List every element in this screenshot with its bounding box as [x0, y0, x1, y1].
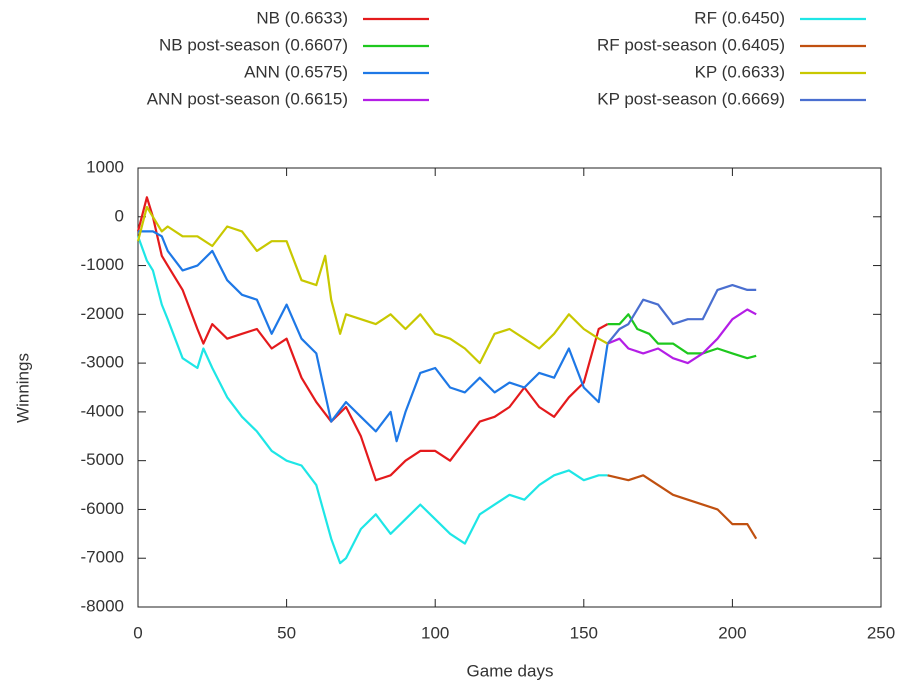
legend-label: RF post-season (0.6405)	[597, 35, 785, 54]
legend-label: NB post-season (0.6607)	[159, 35, 348, 54]
legend-label: RF (0.6450)	[694, 8, 785, 27]
y-axis-label: Winnings	[13, 353, 32, 423]
legend-label: KP post-season (0.6669)	[597, 89, 785, 108]
series-line	[606, 284, 757, 345]
x-tick-label: 100	[421, 623, 449, 642]
series-line	[607, 308, 757, 365]
legend-label: NB (0.6633)	[256, 8, 348, 27]
y-tick-label: -7000	[81, 548, 124, 567]
series-line	[136, 205, 609, 365]
x-axis-label: Game days	[467, 661, 554, 680]
y-tick-label: -3000	[81, 353, 124, 372]
legend-label: ANN (0.6575)	[244, 62, 348, 81]
y-tick-label: -1000	[81, 255, 124, 274]
legend-label: ANN post-season (0.6615)	[147, 89, 348, 108]
y-tick-label: -5000	[81, 450, 124, 469]
legend-label: KP (0.6633)	[695, 62, 785, 81]
series-line	[136, 196, 609, 482]
y-tick-label: 0	[115, 206, 124, 225]
series-line	[607, 313, 757, 360]
x-tick-label: 50	[277, 623, 296, 642]
series-line	[138, 230, 609, 443]
y-tick-label: 1000	[86, 157, 124, 176]
y-tick-label: -8000	[81, 596, 124, 615]
y-tick-label: -6000	[81, 499, 124, 518]
y-tick-label: -2000	[81, 304, 124, 323]
x-tick-label: 200	[718, 623, 746, 642]
x-tick-label: 150	[570, 623, 598, 642]
y-tick-label: -4000	[81, 401, 124, 420]
series-line	[607, 474, 758, 540]
x-tick-label: 0	[133, 623, 142, 642]
plot-frame	[137, 167, 882, 608]
x-tick-label: 250	[867, 623, 895, 642]
series-line	[136, 235, 608, 565]
